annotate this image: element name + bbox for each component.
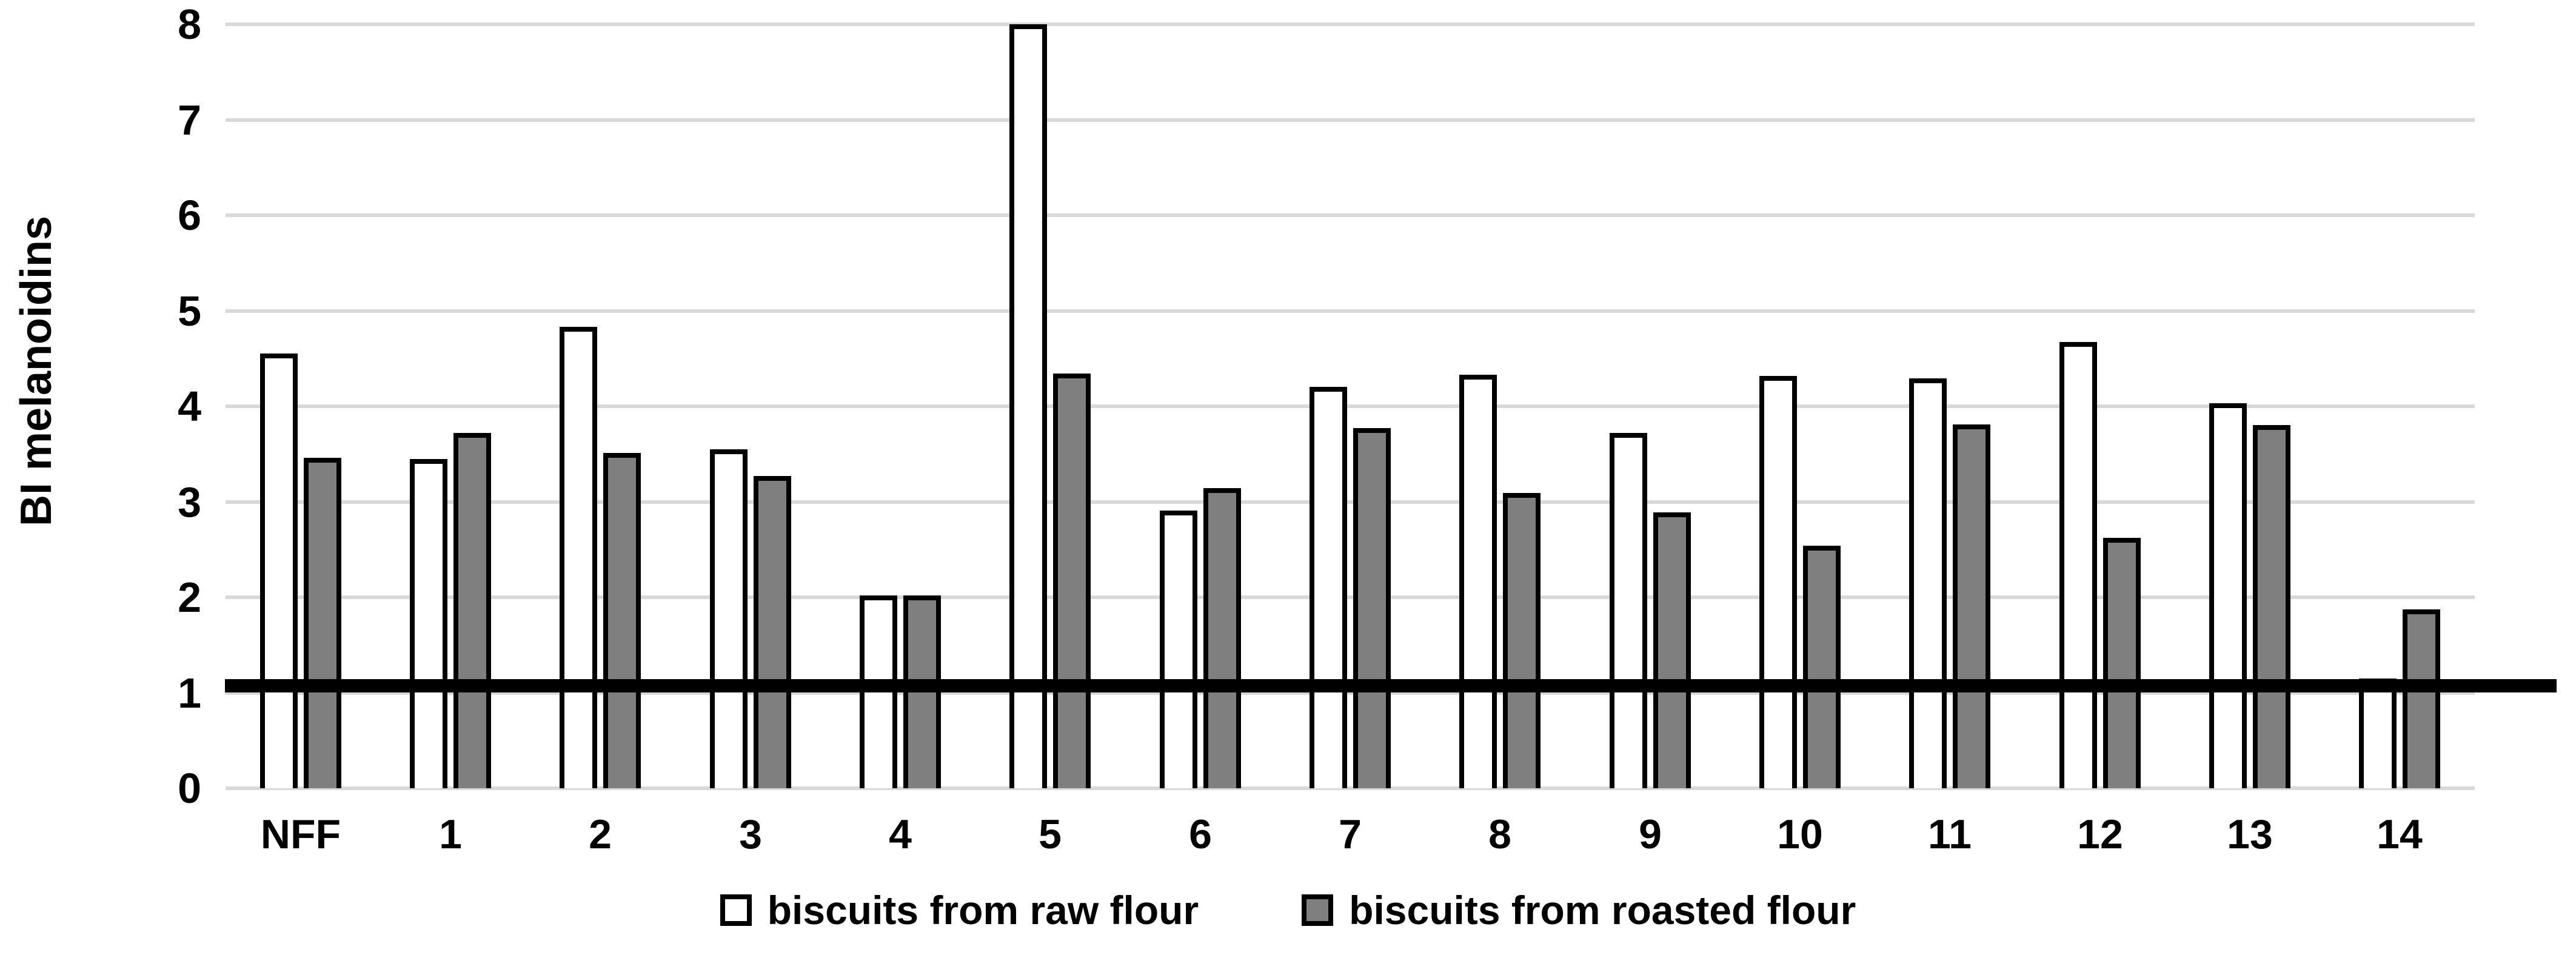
x-tick-label-12: 12 (2077, 811, 2123, 857)
bar-roasted-12 (2103, 538, 2141, 788)
bar-raw-2 (560, 327, 597, 788)
bar-raw-13 (2209, 403, 2247, 788)
x-tick-label-7: 7 (1339, 811, 1362, 857)
bar-raw-12 (2059, 342, 2097, 788)
gridline-5 (226, 309, 2475, 313)
y-tick-label-3: 3 (178, 478, 201, 526)
bar-roasted-NFF (304, 458, 341, 788)
bar-roasted-8 (1503, 493, 1541, 788)
y-tick-label-2: 2 (178, 574, 201, 621)
gridline-7 (226, 118, 2475, 122)
gridline-8 (226, 22, 2475, 26)
y-tick-label-4: 4 (178, 383, 201, 430)
reference-line (225, 679, 2557, 692)
bar-raw-6 (1160, 511, 1197, 788)
x-tick-label-8: 8 (1488, 811, 1511, 857)
legend: biscuits from raw flour biscuits from ro… (0, 890, 2576, 930)
x-tick-label-11: 11 (1928, 811, 1972, 857)
x-tick-label-NFF: NFF (260, 811, 341, 857)
y-tick-label-6: 6 (178, 192, 201, 239)
bar-raw-11 (1909, 378, 1947, 788)
gridline-1 (226, 691, 2475, 695)
bar-raw-1 (410, 459, 447, 788)
bar-roasted-5 (1053, 374, 1091, 788)
bar-roasted-10 (1803, 546, 1841, 788)
bar-raw-3 (710, 449, 748, 788)
bar-roasted-11 (1953, 424, 1990, 788)
bar-raw-NFF (260, 354, 298, 788)
gridline-2 (226, 595, 2475, 599)
x-tick-label-2: 2 (589, 811, 612, 857)
legend-swatch-raw-flour (720, 894, 752, 926)
x-tick-label-10: 10 (1777, 811, 1823, 857)
legend-item-raw-flour: biscuits from raw flour (720, 890, 1199, 930)
x-tick-label-5: 5 (1039, 811, 1062, 857)
y-tick-label-5: 5 (178, 287, 201, 335)
legend-label-roasted-flour: biscuits from roasted flour (1349, 888, 1856, 933)
legend-swatch-roasted-flour (1302, 894, 1334, 926)
bar-raw-5 (1009, 24, 1047, 788)
legend-item-roasted-flour: biscuits from roasted flour (1302, 890, 1856, 930)
y-tick-label-1: 1 (178, 669, 201, 717)
bar-roasted-6 (1203, 488, 1241, 788)
x-tick-label-4: 4 (889, 811, 912, 857)
x-tick-label-1: 1 (439, 811, 462, 857)
bar-raw-14 (2359, 679, 2397, 788)
bar-roasted-14 (2403, 609, 2440, 788)
x-tick-label-9: 9 (1639, 811, 1662, 857)
y-tick-label-0: 0 (178, 765, 201, 812)
bar-raw-7 (1310, 387, 1347, 788)
bar-roasted-2 (603, 453, 641, 788)
bar-roasted-3 (754, 476, 791, 788)
bar-roasted-7 (1353, 428, 1391, 788)
bar-raw-9 (1610, 433, 1647, 788)
gridline-3 (226, 500, 2475, 504)
x-tick-label-3: 3 (739, 811, 762, 857)
bar-roasted-13 (2253, 425, 2290, 788)
bar-roasted-9 (1653, 512, 1691, 788)
y-tick-label-8: 8 (178, 1, 201, 48)
bar-roasted-1 (453, 433, 491, 788)
gridline-0 (226, 786, 2475, 790)
x-tick-label-14: 14 (2377, 811, 2423, 857)
legend-label-raw-flour: biscuits from raw flour (767, 888, 1199, 933)
x-tick-label-13: 13 (2227, 811, 2273, 857)
y-tick-label-7: 7 (178, 96, 201, 144)
bar-raw-10 (1759, 376, 1797, 788)
gridline-6 (226, 213, 2475, 217)
x-tick-label-6: 6 (1189, 811, 1212, 857)
gridline-4 (226, 404, 2475, 408)
bar-raw-8 (1459, 375, 1497, 788)
